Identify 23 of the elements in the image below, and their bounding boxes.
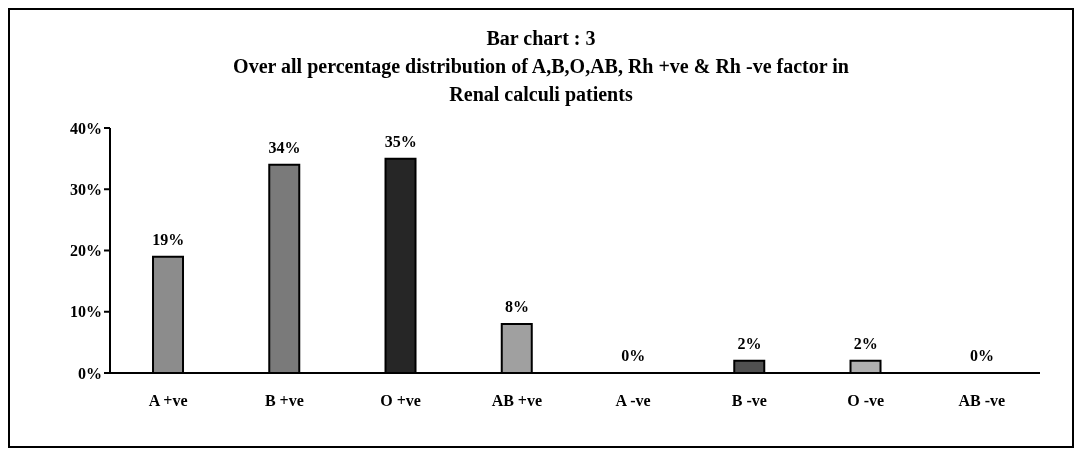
x-tick-label: A -ve: [615, 392, 651, 410]
data-label: 19%: [152, 230, 185, 248]
data-label: 0%: [969, 347, 994, 364]
chart-subtitle: Over all percentage distribution of A,B,O,AB, Rh +ve & Rh -ve factor in Renal calculi patients: [232, 54, 850, 108]
y-tick-label: 30%: [70, 180, 102, 198]
y-tick-label: 20%: [70, 242, 102, 260]
x-tick-label: B +ve: [264, 392, 304, 410]
x-tick-label: AB -ve: [958, 392, 1006, 410]
y-tick-label: 40%: [70, 119, 102, 137]
y-tick-label: 0%: [78, 364, 102, 382]
x-tick-label: A +ve: [148, 392, 188, 410]
data-label: 35%: [384, 132, 417, 150]
data-label: 34%: [268, 138, 301, 156]
x-tick-label: AB +ve: [491, 392, 543, 410]
data-label: 2%: [853, 334, 878, 352]
data-label: 2%: [737, 334, 762, 352]
x-tick-label: O -ve: [847, 392, 885, 410]
x-tick-label: B -ve: [731, 392, 767, 410]
data-label: 0%: [621, 347, 646, 364]
chart-title: Bar chart : 3: [485, 26, 597, 51]
data-label: 8%: [504, 298, 529, 315]
x-tick-label: O +ve: [380, 392, 421, 410]
y-tick-label: 10%: [70, 303, 102, 321]
